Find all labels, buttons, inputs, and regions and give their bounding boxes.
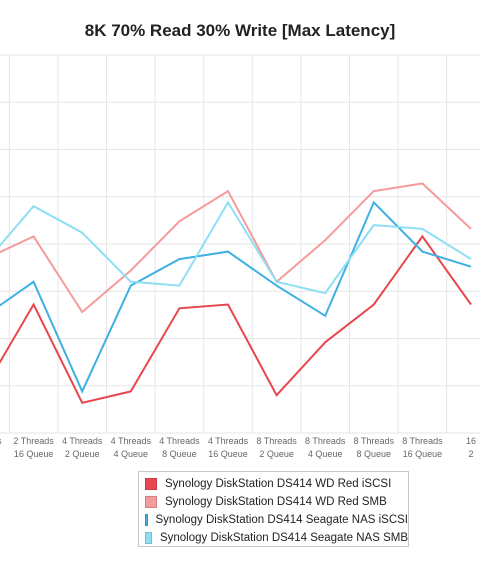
x-tick-label: 16 Queue — [14, 449, 54, 459]
legend-item: Synology DiskStation DS414 WD Red SMB — [145, 493, 408, 511]
legend-label: Synology DiskStation DS414 Seagate NAS i… — [155, 514, 409, 526]
x-tick-label: 16 Queue — [208, 449, 248, 459]
legend-swatch — [145, 496, 157, 508]
legend-label: Synology DiskStation DS414 Seagate NAS S… — [159, 532, 408, 544]
series-line — [0, 200, 472, 295]
legend-swatch — [145, 514, 148, 526]
x-tick-label: 4 Threads — [111, 436, 152, 446]
series-line — [0, 200, 472, 394]
series-lines — [0, 182, 472, 404]
legend-item: Synology DiskStation DS414 Seagate NAS S… — [145, 529, 408, 547]
legend-item: Synology DiskStation DS414 WD Red iSCSI — [145, 475, 408, 493]
legend-item: Synology DiskStation DS414 Seagate NAS i… — [145, 511, 408, 529]
x-tick-label: 8 Threads — [402, 436, 443, 446]
x-tick-label: 4 Threads — [62, 436, 103, 446]
x-tick-label: 8 Threads — [256, 436, 297, 446]
x-tick-label: 16 Queue — [403, 449, 443, 459]
series-line — [0, 234, 472, 404]
x-tick-label: 2 Queue — [65, 449, 100, 459]
legend: Synology DiskStation DS414 WD Red iSCSI S… — [138, 471, 409, 547]
legend-swatch — [145, 478, 157, 490]
x-tick-label: 4 Queue — [308, 449, 343, 459]
legend-swatch — [145, 532, 152, 544]
series-line — [0, 182, 472, 314]
x-tick-label: 2 — [468, 449, 473, 459]
x-tick-label: 4 Threads — [208, 436, 249, 446]
x-tick-label: 8 Queue — [162, 449, 197, 459]
x-tick-label: 4 Queue — [114, 449, 149, 459]
x-tick-label: 4 Threads — [159, 436, 200, 446]
x-tick-label: Threads — [0, 436, 2, 446]
grid-lines — [0, 54, 480, 434]
x-tick-label: 8 Queue — [357, 449, 392, 459]
x-tick-label: 2 Queue — [259, 449, 294, 459]
chart-title: 8K 70% Read 30% Write [Max Latency] — [84, 21, 396, 40]
legend-label: Synology DiskStation DS414 WD Red SMB — [165, 496, 387, 508]
x-tick-label: 2 Threads — [13, 436, 54, 446]
x-tick-label: 8 Threads — [354, 436, 395, 446]
legend-label: Synology DiskStation DS414 WD Red iSCSI — [165, 478, 392, 490]
x-tick-label: 16 — [466, 436, 476, 446]
x-tick-label: 8 Threads — [305, 436, 346, 446]
